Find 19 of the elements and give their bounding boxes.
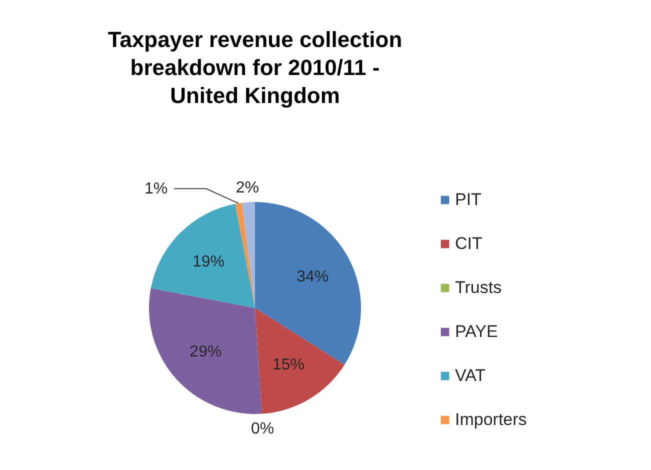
data-label: 29% [190,343,222,360]
data-label: 15% [272,356,304,374]
pie-slice [150,204,255,308]
data-label: 1% [144,180,168,198]
data-label: 34% [296,268,329,286]
data-label: 2% [236,179,259,196]
legend-label: CIT [455,234,482,253]
legend-label: PAYE [455,322,498,341]
legend-label: Importers [455,410,527,429]
chart-title: Taxpayer revenue collection breakdown for 2010/11 - United Kingdom [108,27,402,108]
legend-label: Trusts [455,278,502,297]
pie-slice [235,202,255,308]
data-label: 19% [192,254,225,271]
legend-label: PIT [455,190,482,209]
text: 0% [251,420,274,438]
legend-label: VAT [455,366,486,385]
pie-slice [242,202,255,308]
pie-slice [255,308,344,414]
pie-slice [149,288,262,414]
